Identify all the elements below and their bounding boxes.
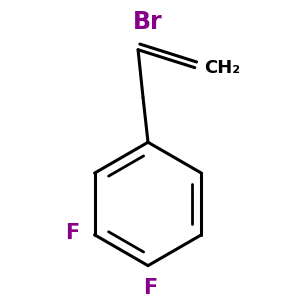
Text: F: F xyxy=(66,223,80,243)
Text: Br: Br xyxy=(133,10,163,34)
Text: F: F xyxy=(143,278,157,298)
Text: CH₂: CH₂ xyxy=(205,59,241,77)
